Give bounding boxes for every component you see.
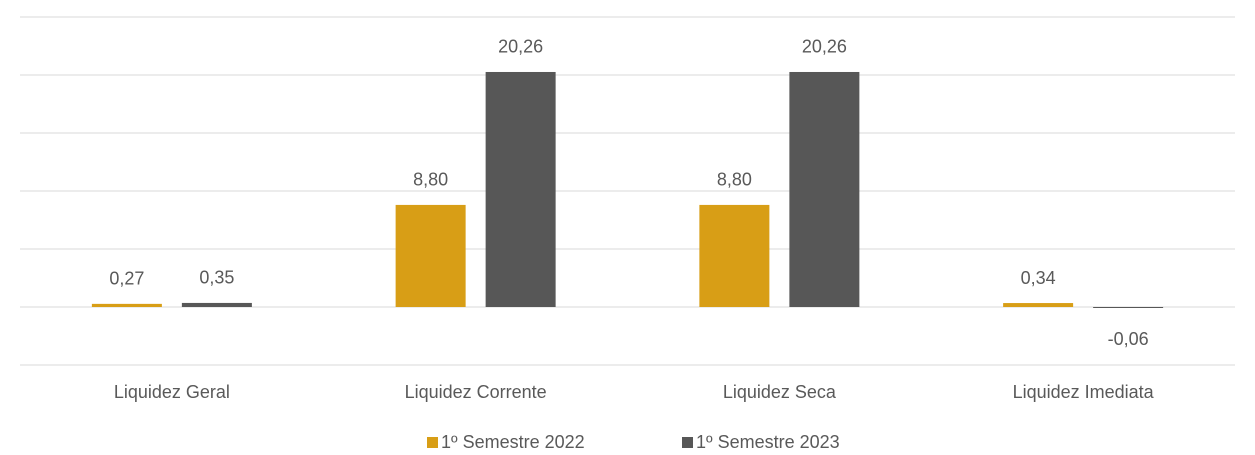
value-label: 0,34 bbox=[1021, 268, 1056, 288]
bar bbox=[485, 71, 556, 307]
legend-label: 1º Semestre 2022 bbox=[441, 432, 585, 452]
x-tick-label: Liquidez Seca bbox=[723, 382, 837, 402]
legend-swatch bbox=[682, 437, 693, 448]
value-label: 20,26 bbox=[802, 37, 847, 57]
value-label: -0,06 bbox=[1108, 329, 1149, 349]
x-tick-label: Liquidez Corrente bbox=[405, 382, 547, 402]
bar bbox=[91, 303, 162, 307]
legend-label: 1º Semestre 2023 bbox=[696, 432, 840, 452]
x-tick-label: Liquidez Geral bbox=[114, 382, 230, 402]
value-label: 8,80 bbox=[413, 170, 448, 190]
bar bbox=[699, 204, 770, 307]
value-label: 0,27 bbox=[109, 269, 144, 289]
value-label: 20,26 bbox=[498, 37, 543, 57]
value-label: 0,35 bbox=[199, 268, 234, 288]
bar bbox=[181, 302, 252, 307]
bar bbox=[1003, 303, 1074, 307]
bar bbox=[395, 204, 466, 307]
value-label: 8,80 bbox=[717, 170, 752, 190]
bar bbox=[789, 71, 860, 307]
x-tick-label: Liquidez Imediata bbox=[1013, 382, 1155, 402]
legend-swatch bbox=[427, 437, 438, 448]
bar bbox=[1093, 307, 1164, 308]
